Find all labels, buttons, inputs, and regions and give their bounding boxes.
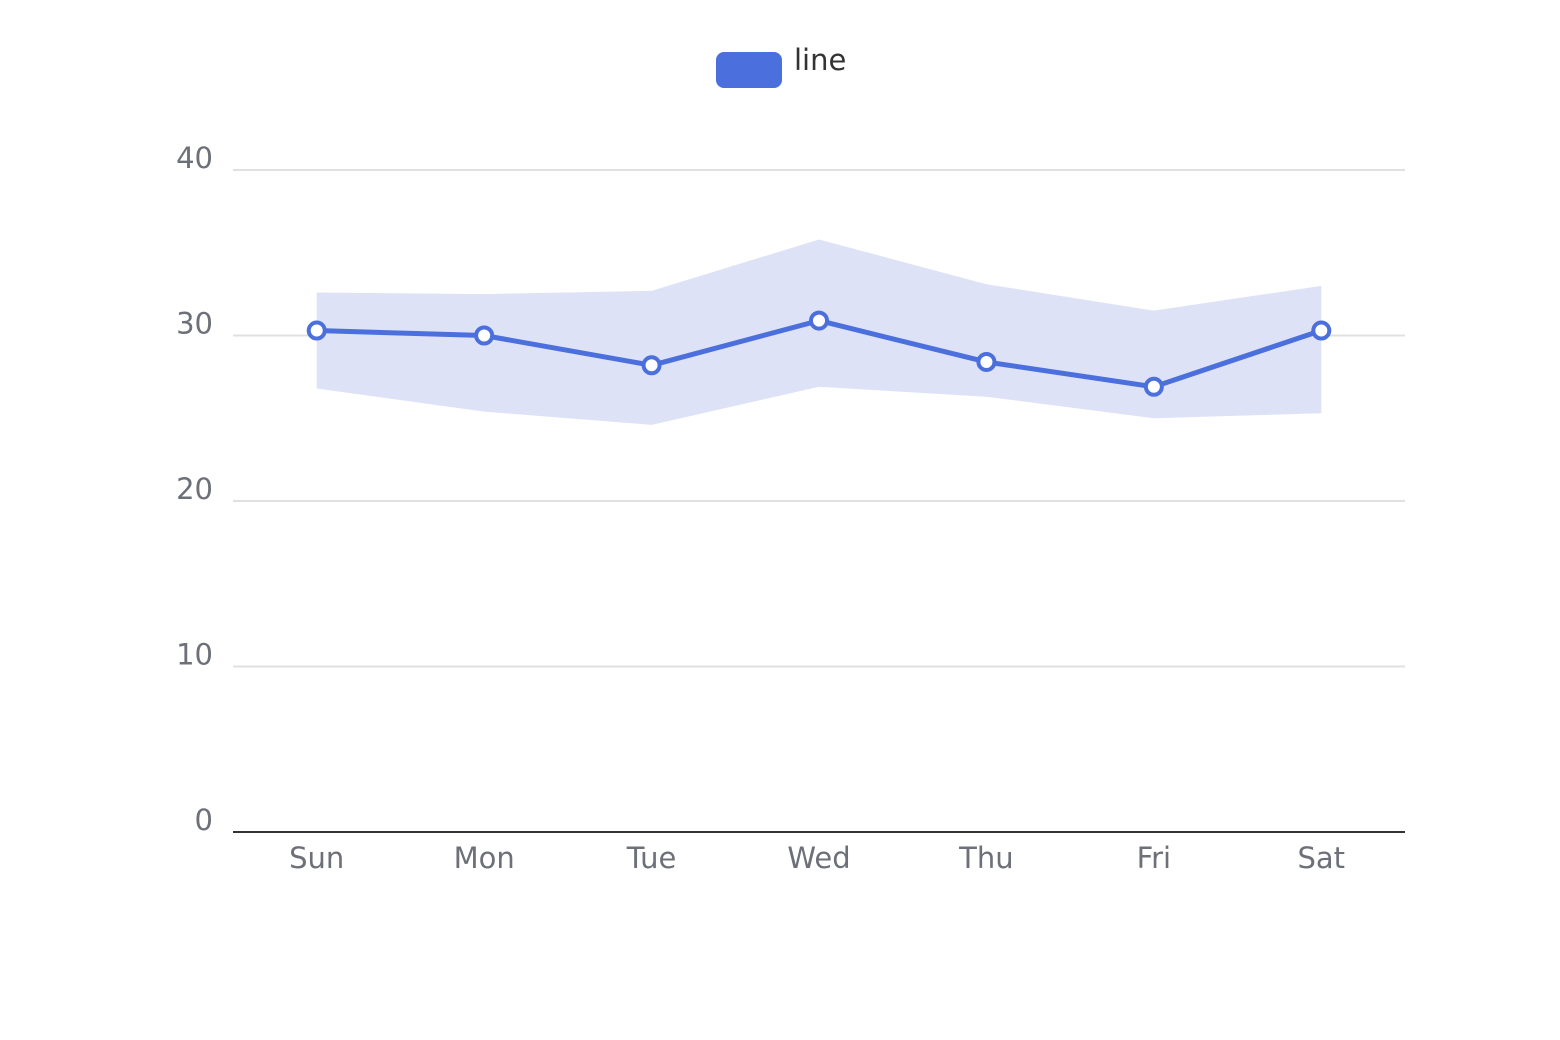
data-point-thu[interactable] (976, 351, 997, 372)
y-tick-label-40: 40 (176, 141, 213, 175)
x-tick-label-fri: Fri (1137, 841, 1172, 875)
x-tick-label-sun: Sun (289, 841, 344, 875)
x-tick-label-tue: Tue (626, 841, 677, 875)
y-tick-label-0: 0 (195, 803, 213, 837)
y-axis-tick-labels: 0 10 20 30 40 (176, 141, 213, 837)
legend[interactable]: line (716, 43, 846, 88)
data-point-tue[interactable] (641, 355, 662, 376)
data-point-mon[interactable] (474, 325, 495, 346)
y-tick-label-10: 10 (176, 638, 213, 672)
y-tick-label-20: 20 (176, 472, 213, 506)
data-point-sun[interactable] (306, 320, 327, 341)
x-tick-label-sat: Sat (1298, 841, 1346, 875)
y-tick-label-30: 30 (176, 307, 213, 341)
x-axis-tick-labels: Sun Mon Tue Wed Thu Fri Sat (289, 841, 1345, 875)
band-area (316, 239, 1322, 425)
x-tick-label-wed: Wed (787, 841, 850, 875)
data-point-fri[interactable] (1143, 376, 1164, 397)
data-point-wed[interactable] (809, 310, 829, 331)
series-points (306, 310, 1332, 397)
legend-label[interactable]: line (794, 43, 846, 77)
confidence-band (316, 239, 1322, 425)
data-point-sat[interactable] (1311, 320, 1332, 341)
x-tick-label-thu: Thu (958, 841, 1013, 875)
legend-swatch[interactable] (716, 52, 782, 88)
x-tick-label-mon: Mon (454, 841, 515, 875)
